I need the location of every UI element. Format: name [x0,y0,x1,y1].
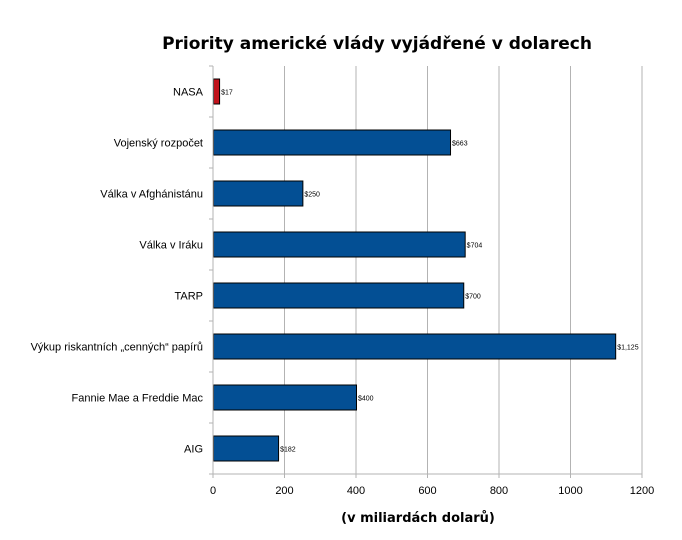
bar [213,180,304,207]
bar [213,384,357,411]
category-label: NASA [173,87,204,99]
category-label: Fannie Mae a Freddie Mac [72,393,204,405]
data-label: $704 [467,243,483,250]
data-label: $663 [452,141,468,148]
data-label: $400 [358,396,374,403]
category-labels: NASA Vojenský rozpočet Válka v Afghánistán… [31,87,204,456]
bar [213,282,465,309]
x-tick-label: 400 [347,485,365,497]
x-tick-label: 0 [210,485,216,497]
x-tick-labels: 0 200 400 600 800 1000 1200 [210,485,654,497]
bar [213,333,617,360]
category-label: Válka v Afghánistánu [100,189,203,201]
data-label: $182 [280,447,296,454]
x-tick-label: 200 [275,485,293,497]
category-label: Válka v Iráku [139,240,203,252]
category-label: Vojenský rozpočet [114,138,203,150]
bar [213,129,452,156]
axes [209,65,643,478]
data-labels: $17 $663 $250 $704 $700 $1,125 $400 $182 [221,90,639,454]
data-label: $700 [465,294,481,301]
x-tick-label: 1000 [558,485,582,497]
bars [213,78,617,462]
category-label: Výkup riskantních „cenných“ papírů [31,342,203,354]
data-label: $17 [221,90,233,97]
bar [213,435,280,462]
bar [213,231,466,258]
chart-title: Priority americké vlády vyjádřené v dola… [162,34,592,54]
x-axis-label: (v miliardách dolarů) [341,511,495,526]
category-label: TARP [174,291,203,303]
x-tick-label: 600 [418,485,436,497]
gridlines [284,66,643,474]
bar [213,78,221,105]
category-label: AIG [184,444,203,456]
data-label: $1,125 [617,345,639,352]
x-tick-label: 1200 [630,485,654,497]
x-tick-label: 800 [490,485,508,497]
data-label: $250 [304,192,320,199]
